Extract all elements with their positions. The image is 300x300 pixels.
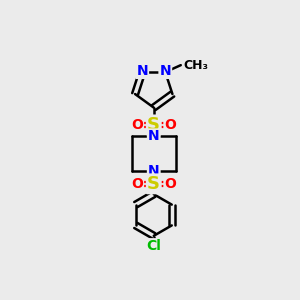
Text: O: O — [131, 177, 143, 191]
Text: N: N — [148, 164, 160, 178]
Text: S: S — [147, 175, 160, 193]
Text: Cl: Cl — [146, 239, 161, 253]
Text: S: S — [147, 116, 160, 134]
Text: N: N — [148, 130, 160, 143]
Text: N: N — [136, 64, 148, 78]
Text: O: O — [131, 118, 143, 132]
Text: N: N — [160, 64, 171, 78]
Text: CH₃: CH₃ — [184, 59, 209, 72]
Text: O: O — [164, 177, 176, 191]
Text: O: O — [164, 118, 176, 132]
